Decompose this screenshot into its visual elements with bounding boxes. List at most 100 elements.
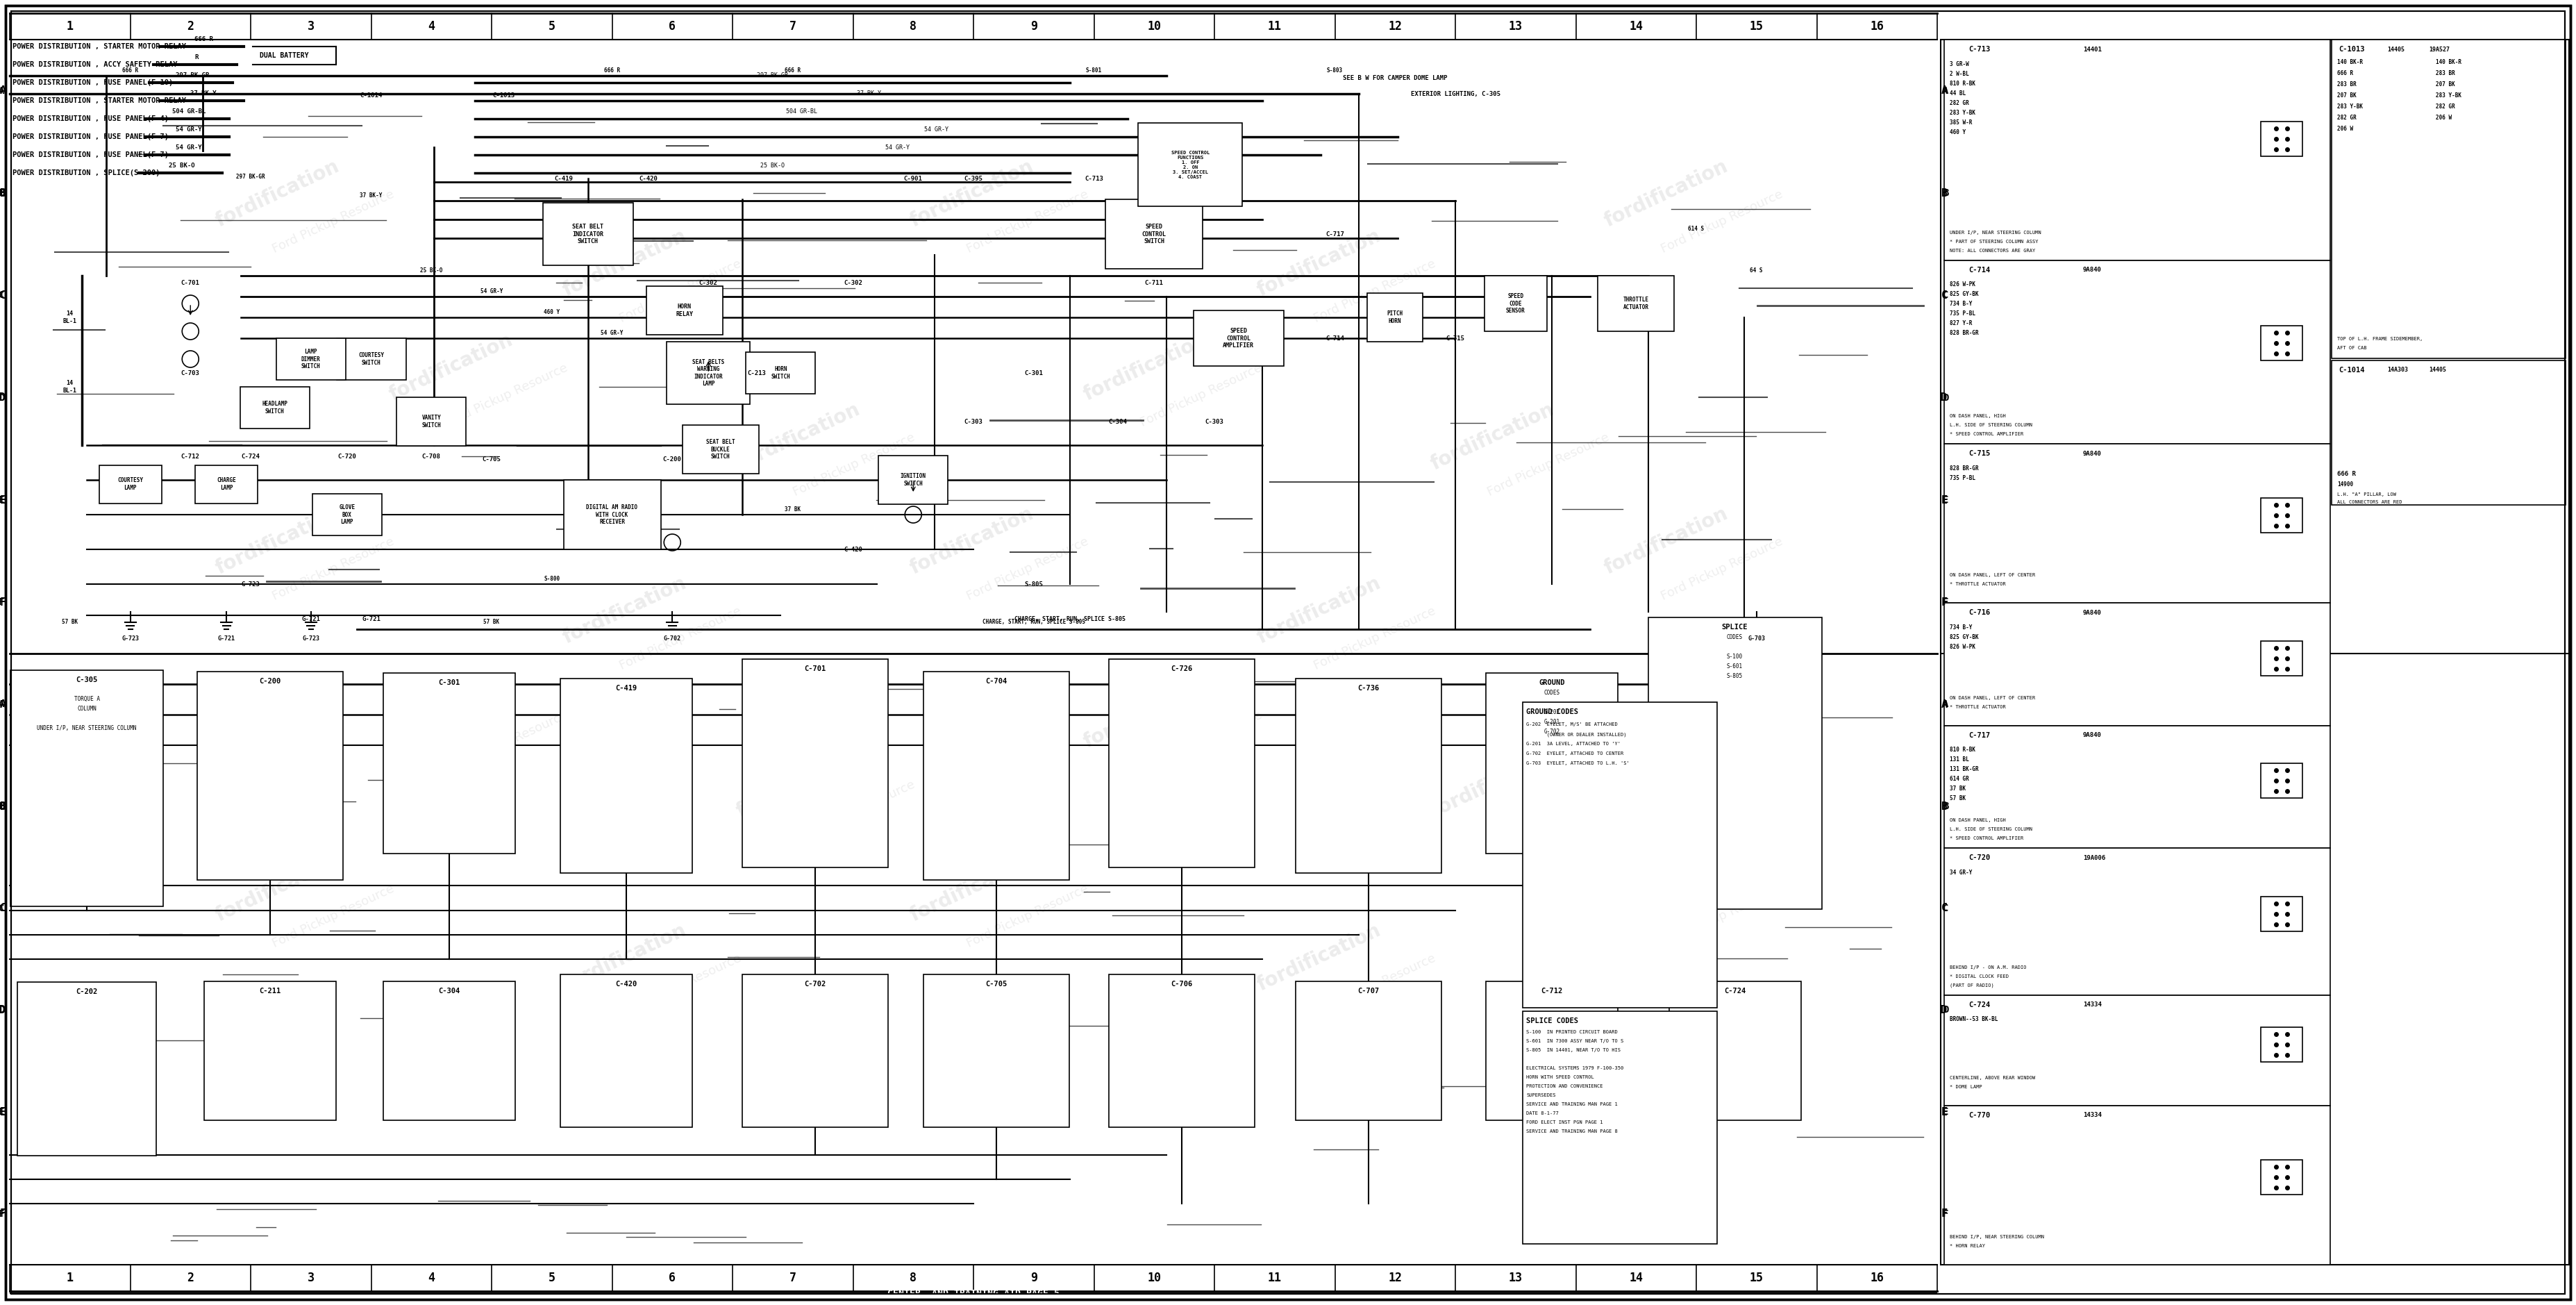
Text: B: B (0, 188, 5, 198)
Text: * SPEED CONTROL AMPLIFIER: * SPEED CONTROL AMPLIFIER (1950, 432, 2025, 436)
Text: 131 BL: 131 BL (1950, 757, 1968, 763)
Text: fordification: fordification (1602, 157, 1731, 231)
Text: 3: 3 (307, 1271, 314, 1284)
Text: Ford Pickup Resource: Ford Pickup Resource (1659, 188, 1785, 256)
Bar (1108, 659, 1255, 868)
Text: fordification: fordification (1082, 677, 1211, 752)
Text: C-303: C-303 (963, 419, 984, 424)
Text: G-721: G-721 (301, 616, 319, 622)
Text: S-100: S-100 (1726, 654, 1744, 660)
Bar (196, 465, 258, 504)
Text: Ford Pickup Resource: Ford Pickup Resource (1139, 709, 1265, 776)
Text: 735 P-BL: 735 P-BL (1950, 311, 1976, 317)
Text: F: F (1940, 1208, 1947, 1219)
Text: B: B (0, 188, 5, 198)
Text: 37 BK-Y: 37 BK-Y (361, 192, 381, 198)
Bar (2262, 763, 2303, 799)
Text: C: C (0, 903, 5, 913)
Bar (1522, 1011, 1718, 1244)
Text: ELECTRICAL SYSTEMS 1979 F-100-350: ELECTRICAL SYSTEMS 1979 F-100-350 (1525, 1066, 1623, 1070)
Text: L.H. SIDE OF STEERING COLUMN: L.H. SIDE OF STEERING COLUMN (1950, 827, 2032, 831)
Text: C-703: C-703 (180, 369, 201, 376)
Text: * DOME LAMP: * DOME LAMP (1950, 1084, 1981, 1088)
Bar (562, 975, 693, 1128)
Text: PROTECTION AND CONVENIENCE: PROTECTION AND CONVENIENCE (1525, 1084, 1602, 1088)
Text: 54 GR-Y: 54 GR-Y (175, 145, 201, 150)
Bar (878, 455, 948, 504)
Text: 14: 14 (1628, 1271, 1643, 1284)
Bar (544, 202, 634, 265)
Text: C-712: C-712 (180, 453, 201, 459)
Bar (742, 975, 889, 1128)
Text: L.H. "A" PILLAR, LOW: L.H. "A" PILLAR, LOW (2336, 492, 2396, 497)
Text: B: B (0, 801, 5, 812)
Text: 14A303: 14A303 (2388, 367, 2409, 373)
Text: GROUND: GROUND (1538, 680, 1564, 686)
Text: 19A006: 19A006 (2084, 855, 2105, 861)
Bar (742, 659, 889, 868)
Text: C-1014: C-1014 (2339, 367, 2365, 373)
Text: 826 W-PK: 826 W-PK (1950, 282, 1976, 287)
Text: 57 BK: 57 BK (1950, 796, 1965, 801)
Text: A: A (0, 699, 5, 710)
Text: * DIGITAL CLOCK FEED: * DIGITAL CLOCK FEED (1950, 975, 2009, 979)
Text: A: A (0, 86, 5, 97)
Text: HORN WITH SPEED CONTROL: HORN WITH SPEED CONTROL (1525, 1075, 1595, 1079)
Text: 25 BK-O: 25 BK-O (167, 163, 196, 168)
Text: * SPEED CONTROL AMPLIFIER: * SPEED CONTROL AMPLIFIER (1950, 837, 2025, 840)
Text: C-301: C-301 (1025, 369, 1043, 376)
Text: DUAL BATTERY: DUAL BATTERY (260, 52, 309, 59)
Text: C-726: C-726 (1170, 666, 1193, 672)
Text: Ford Pickup Resource: Ford Pickup Resource (963, 535, 1090, 603)
Text: SUPERSEDES: SUPERSEDES (1525, 1094, 1556, 1098)
Text: C-202: C-202 (75, 989, 98, 996)
Text: A: A (1940, 86, 1947, 97)
Text: 297 BK-GR: 297 BK-GR (237, 174, 265, 180)
Text: NOTE: ALL CONNECTORS ARE GRAY: NOTE: ALL CONNECTORS ARE GRAY (1950, 248, 2035, 252)
Bar (2331, 360, 2566, 505)
Text: 14: 14 (1628, 20, 1643, 33)
Text: 15: 15 (1749, 20, 1765, 33)
Text: 57 BK: 57 BK (62, 619, 77, 625)
Text: 8: 8 (909, 1271, 917, 1284)
Bar (1522, 702, 1718, 1007)
Text: Ford Pickup Resource: Ford Pickup Resource (270, 882, 397, 950)
Bar (98, 465, 162, 504)
Text: 2 W-BL: 2 W-BL (1950, 70, 1968, 77)
Text: Ford Pickup Resource: Ford Pickup Resource (270, 188, 397, 256)
Bar (196, 672, 343, 880)
Text: C-716: C-716 (1968, 609, 1991, 616)
Text: G-202  EYELET, M/S' BE ATTACHED: G-202 EYELET, M/S' BE ATTACHED (1525, 723, 1618, 727)
Text: 57 BK: 57 BK (484, 619, 500, 625)
Text: Ford Pickup Resource: Ford Pickup Resource (618, 604, 744, 672)
Text: 131 BK-GR: 131 BK-GR (1950, 766, 1978, 773)
Bar (1296, 679, 1443, 873)
Text: * HORN RELAY: * HORN RELAY (1950, 1244, 1986, 1248)
Text: C-724: C-724 (242, 453, 260, 459)
Text: fordification: fordification (214, 157, 343, 231)
Bar (397, 397, 466, 446)
Text: C: C (1940, 903, 1947, 913)
Text: C: C (0, 903, 5, 913)
Text: E: E (1940, 1107, 1947, 1117)
Text: * PART OF STEERING COLUMN ASSY: * PART OF STEERING COLUMN ASSY (1950, 239, 2038, 244)
Text: G-202: G-202 (1543, 709, 1558, 715)
Text: C-420: C-420 (845, 547, 863, 552)
Text: 54 GR-Y: 54 GR-Y (479, 288, 502, 294)
Text: POWER DISTRIBUTION , STARTER MOTOR RELAY: POWER DISTRIBUTION , STARTER MOTOR RELAY (13, 43, 185, 50)
Text: 15: 15 (1749, 1271, 1765, 1284)
Text: S-800: S-800 (544, 576, 559, 582)
Text: 282 GR: 282 GR (2437, 103, 2455, 110)
Text: fordification: fordification (214, 851, 343, 925)
Text: fordification: fordification (1427, 399, 1558, 474)
Text: Ford Pickup Resource: Ford Pickup Resource (1486, 431, 1613, 499)
Text: UNDER I/P, NEAR STEERING COLUMN: UNDER I/P, NEAR STEERING COLUMN (1950, 230, 2040, 235)
Text: 44 BL: 44 BL (1950, 90, 1965, 97)
Text: B: B (1940, 188, 1947, 198)
Text: LAMP
DIMMER
SWITCH: LAMP DIMMER SWITCH (301, 348, 319, 369)
Text: 666 R: 666 R (786, 67, 801, 73)
Text: C-712: C-712 (1540, 988, 1564, 994)
Text: C-713: C-713 (1968, 46, 1991, 52)
Text: C: C (0, 290, 5, 300)
Text: 25 BK-O: 25 BK-O (420, 268, 443, 273)
